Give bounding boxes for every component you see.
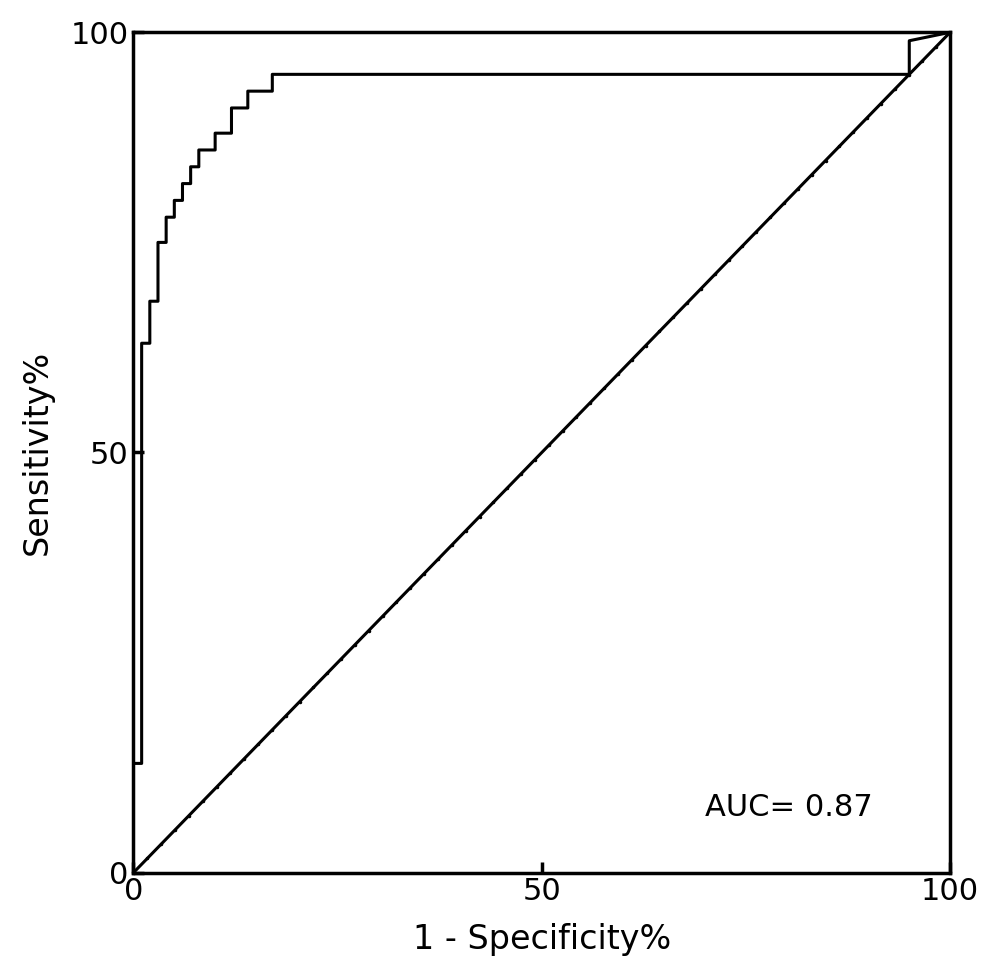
Y-axis label: Sensitivity%: Sensitivity% <box>21 350 54 555</box>
X-axis label: 1 - Specificity%: 1 - Specificity% <box>413 923 671 956</box>
Text: AUC= 0.87: AUC= 0.87 <box>705 793 873 823</box>
